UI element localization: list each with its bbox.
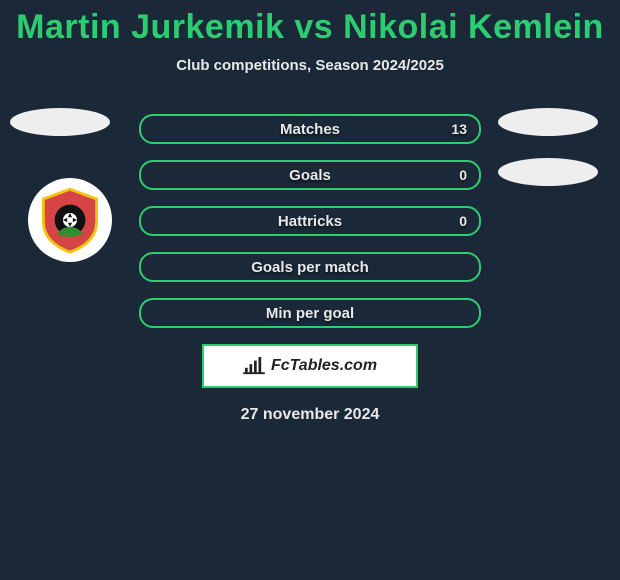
stat-label: Min per goal bbox=[266, 305, 354, 322]
date-line: 27 november 2024 bbox=[0, 406, 620, 424]
club-badge bbox=[28, 178, 112, 262]
stat-row-4: Min per goal bbox=[139, 298, 481, 328]
stat-row-0: Matches 13 bbox=[139, 114, 481, 144]
content-area: Matches 13 Goals 0 Hattricks 0 Goals per… bbox=[0, 114, 620, 424]
stat-label: Goals bbox=[289, 167, 331, 184]
stat-label: Hattricks bbox=[278, 213, 342, 230]
club-crest-icon bbox=[35, 185, 105, 255]
stat-row-2: Hattricks 0 bbox=[139, 206, 481, 236]
bar-chart-icon bbox=[243, 357, 265, 375]
player-photo-placeholder-right-2 bbox=[498, 158, 598, 186]
player-photo-placeholder-left bbox=[10, 108, 110, 136]
branding-card: FcTables.com bbox=[202, 344, 418, 388]
stat-row-3: Goals per match bbox=[139, 252, 481, 282]
player-photo-placeholder-right-1 bbox=[498, 108, 598, 136]
branding-text: FcTables.com bbox=[271, 357, 377, 375]
stat-value-right: 0 bbox=[459, 167, 467, 183]
stat-value-right: 0 bbox=[459, 213, 467, 229]
comparison-title: Martin Jurkemik vs Nikolai Kemlein bbox=[0, 0, 620, 47]
stat-value-right: 13 bbox=[451, 121, 467, 137]
stat-label: Goals per match bbox=[251, 259, 369, 276]
stat-label: Matches bbox=[280, 121, 340, 138]
season-subtitle: Club competitions, Season 2024/2025 bbox=[0, 57, 620, 74]
stat-row-1: Goals 0 bbox=[139, 160, 481, 190]
